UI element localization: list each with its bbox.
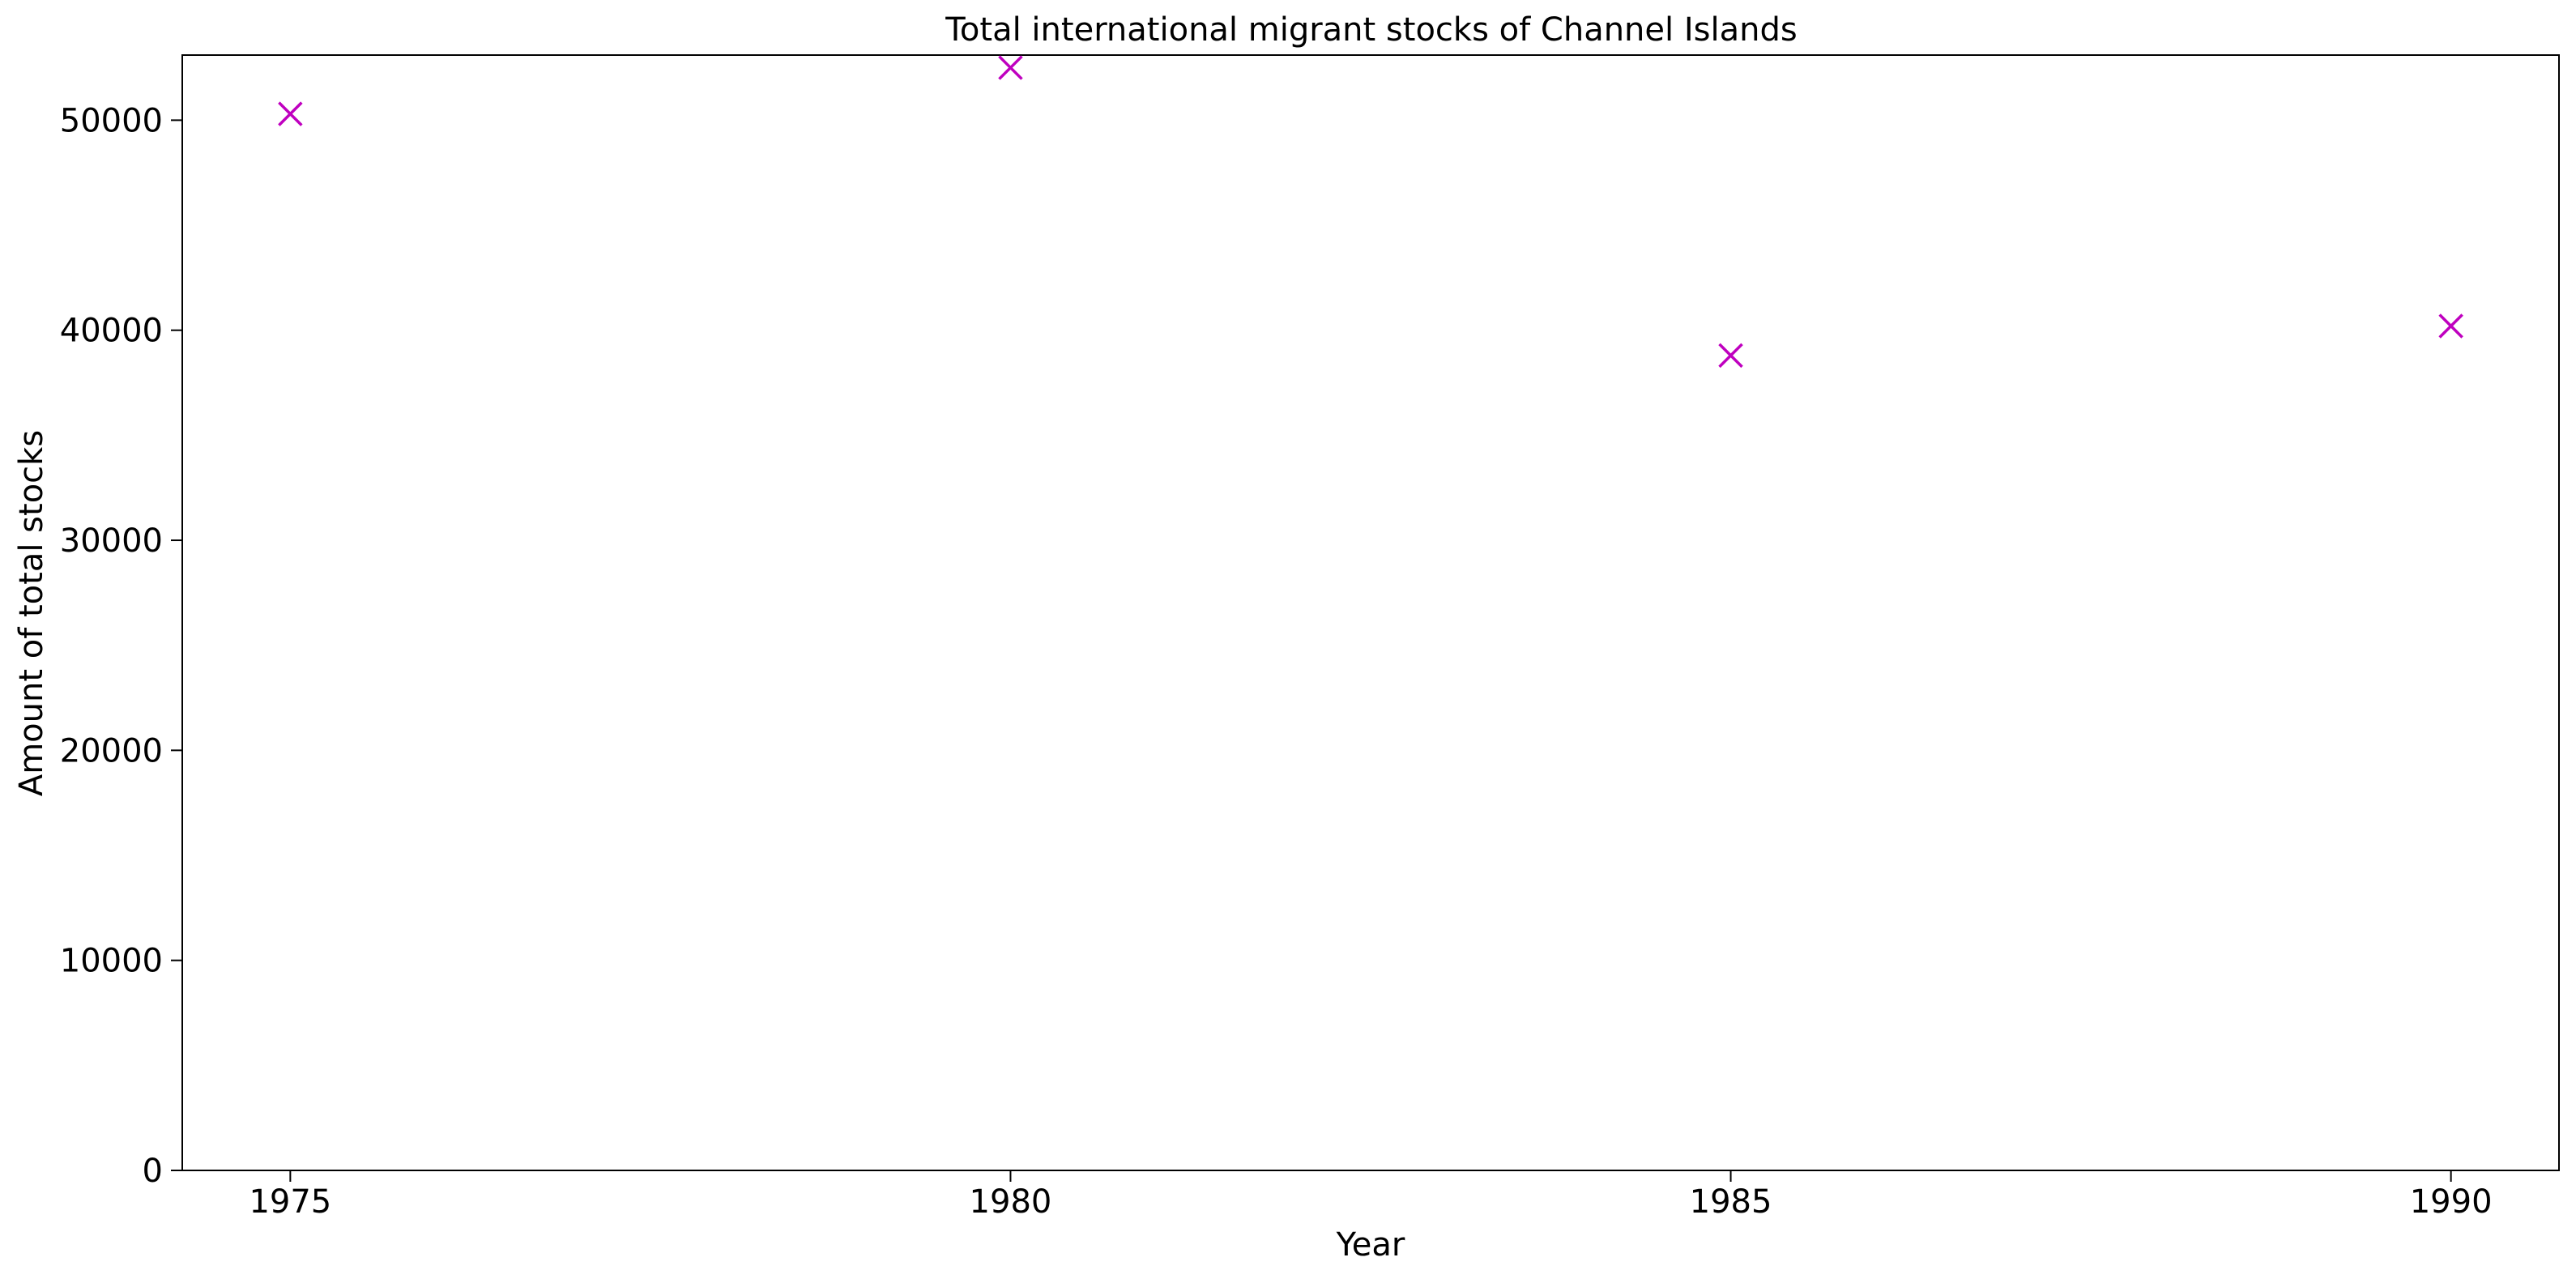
x-tick-label: 1975: [249, 1183, 331, 1221]
y-tick-label: 10000: [60, 943, 163, 980]
data-point: [2438, 313, 2463, 339]
data-point: [1718, 343, 1743, 369]
y-tick-label: 0: [143, 1153, 163, 1190]
y-tick-label: 20000: [60, 732, 163, 769]
y-axis-ticks: 0 10000 20000 30000 40000 50000: [60, 102, 182, 1190]
y-axis-label: Amount of total stocks: [13, 430, 50, 796]
x-axis-ticks: 1975 1980 1985 1990: [249, 1170, 2493, 1221]
data-points: [278, 55, 2463, 369]
x-tick-label: 1985: [1690, 1183, 1772, 1221]
plot-area-frame: [181, 54, 2560, 1171]
y-tick-label: 30000: [60, 522, 163, 560]
chart-title: Total international migrant stocks of Ch…: [945, 11, 1797, 49]
x-axis-label: Year: [1336, 1226, 1405, 1264]
y-tick-label: 40000: [60, 313, 163, 350]
data-point: [278, 101, 303, 126]
x-tick-label: 1990: [2410, 1183, 2493, 1221]
x-tick-label: 1980: [970, 1183, 1052, 1221]
data-point: [998, 55, 1023, 80]
y-tick-label: 50000: [60, 102, 163, 139]
